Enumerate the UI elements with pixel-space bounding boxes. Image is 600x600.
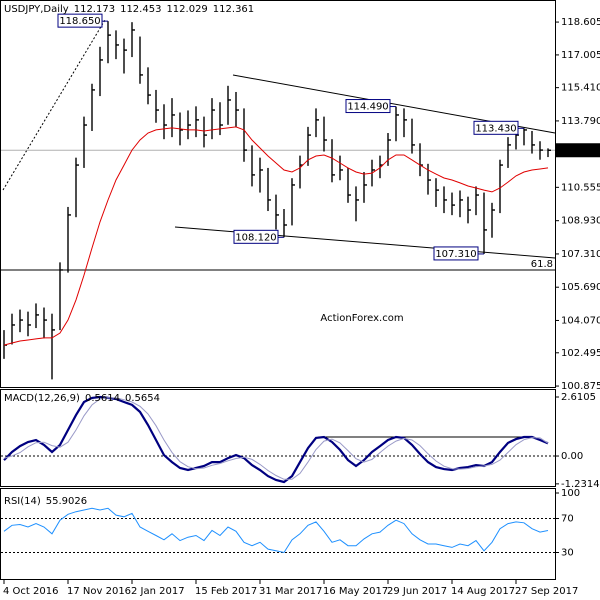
x-tick-label: 14 Aug 2017 <box>451 586 515 597</box>
y-tick-label: 107.310 <box>561 249 600 260</box>
y-tick-label: 115.410 <box>561 83 600 94</box>
panel-title: MACD(12,26,9) <box>4 393 80 404</box>
panel-title: RSI(14) <box>4 496 41 507</box>
y-tick-label: 118.605 <box>561 17 600 28</box>
y-tick-label: 2.6105 <box>561 392 596 403</box>
y-tick-label: -1.2314 <box>561 479 600 490</box>
indicator-line <box>3 397 549 480</box>
x-tick-label: 16 May 2017 <box>323 586 388 597</box>
y-tick-label: 100.875 <box>561 381 600 392</box>
annotation-box <box>473 120 519 135</box>
y-tick-label: 117.005 <box>561 50 600 61</box>
panel-value: 0.5614 <box>85 393 120 404</box>
x-tick-label: 27 Sep 2017 <box>515 586 578 597</box>
x-tick-label: 4 Oct 2016 <box>3 586 58 597</box>
x-tick-label: 17 Nov 2016 <box>67 586 131 597</box>
y-tick-label: 113.790 <box>561 116 600 127</box>
y-tick-label: 108.930 <box>561 216 600 227</box>
indicator-line <box>3 507 549 554</box>
price-panel-frame <box>0 0 556 388</box>
x-tick-label: 15 Feb 2017 <box>195 586 257 597</box>
y-tick-label: 105.690 <box>561 282 600 293</box>
y-tick-label: 110.555 <box>561 182 600 193</box>
panel-value: 0.5654 <box>125 393 160 404</box>
annotation-label: 113.430 <box>475 123 516 134</box>
header-low: 112.029 <box>166 4 207 15</box>
y-tick-label: 0.00 <box>561 451 583 462</box>
x-tick-label: 31 Mar 2017 <box>259 586 322 597</box>
y-tick-label: 102.495 <box>561 348 600 359</box>
moving-average <box>3 126 549 346</box>
fib-level-label: 61.8 <box>531 259 553 270</box>
projection-line <box>2 19 106 191</box>
header-high: 112.453 <box>120 4 161 15</box>
rsi-panel-frame <box>0 488 556 580</box>
header-open: 112.173 <box>74 4 115 15</box>
chart-title: USDJPY,Daily <box>4 4 69 15</box>
y-tick-label: 70 <box>561 514 574 525</box>
annotation-label: 118.650 <box>59 16 100 27</box>
x-tick-label: 29 Jun 2017 <box>387 586 447 597</box>
annotation-label: 108.120 <box>235 232 276 243</box>
x-tick-label: 2 Jan 2017 <box>131 586 185 597</box>
y-tick-label: 104.070 <box>561 315 600 326</box>
annotation-label: 114.490 <box>347 102 388 113</box>
macd-panel-frame <box>0 389 556 487</box>
y-tick-label: 100 <box>561 488 580 499</box>
current-price-box <box>556 143 600 158</box>
annotation-label: 107.310 <box>435 249 476 260</box>
current-price-label: 112.361 <box>561 145 600 156</box>
y-tick-label: 30 <box>561 548 574 559</box>
panel-value: 55.9026 <box>46 496 87 507</box>
watermark: ActionForex.com <box>320 313 403 324</box>
header-close: 112.361 <box>213 4 254 15</box>
